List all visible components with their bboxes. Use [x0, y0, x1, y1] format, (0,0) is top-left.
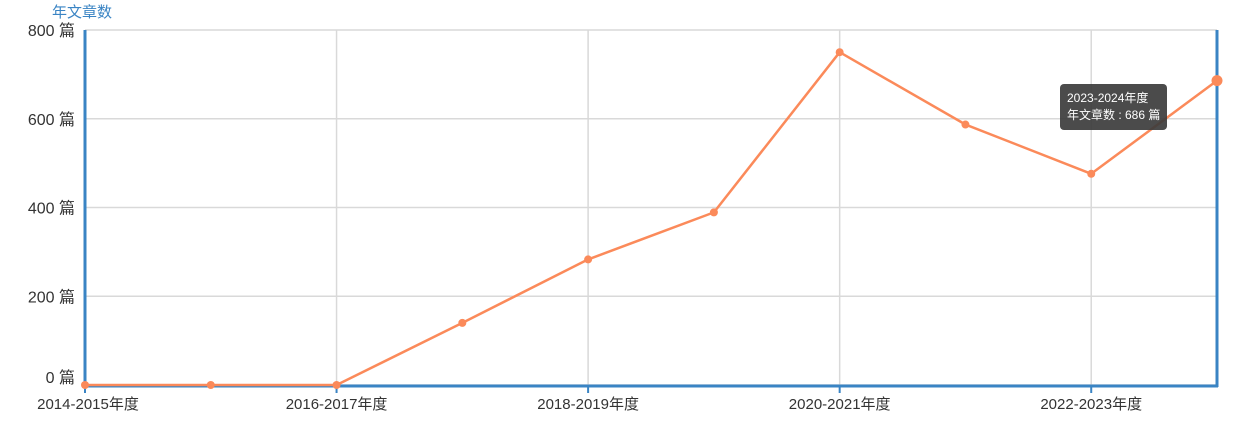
tooltip-category: 2023-2024年度 — [1067, 91, 1149, 105]
data-point — [961, 120, 970, 129]
series-line — [85, 50, 1218, 387]
y-tick-label: 400 篇 — [28, 200, 75, 218]
data-point — [1211, 75, 1223, 87]
data-point — [458, 318, 467, 327]
data-point — [81, 381, 89, 389]
y-tick-label: 800 篇 — [28, 22, 75, 40]
axis-layer — [83, 30, 1219, 393]
data-point — [206, 381, 215, 389]
data-point — [709, 208, 718, 217]
tooltip: 2023-2024年度 年文章数 : 686 篇 — [1060, 84, 1168, 130]
label-layer: 0 篇 200 篇 400 篇 600 篇 800 篇 2014-2015年度 2016-2… — [28, 22, 1142, 413]
x-tick-label: 2018-2019年度 — [537, 396, 639, 413]
y-tick-label: 600 篇 — [28, 111, 75, 129]
data-point — [584, 255, 593, 264]
grid-layer — [85, 29, 1217, 386]
x-tick-label: 2016-2017年度 — [286, 396, 388, 413]
tooltip-value: 年文章数 : 686 篇 — [1067, 108, 1161, 122]
y-tick-label: 0 篇 — [46, 369, 75, 387]
series-layer — [81, 48, 1223, 389]
y-axis-title: 年文章数 — [52, 4, 113, 21]
x-tick-label: 2022-2023年度 — [1040, 396, 1142, 413]
data-point — [835, 48, 844, 57]
x-tick-label: 2020-2021年度 — [789, 396, 891, 413]
y-tick-label: 200 篇 — [28, 288, 75, 306]
data-point — [1087, 169, 1096, 178]
data-point — [332, 381, 341, 389]
x-tick-label: 2014-2015年度 — [37, 396, 139, 413]
